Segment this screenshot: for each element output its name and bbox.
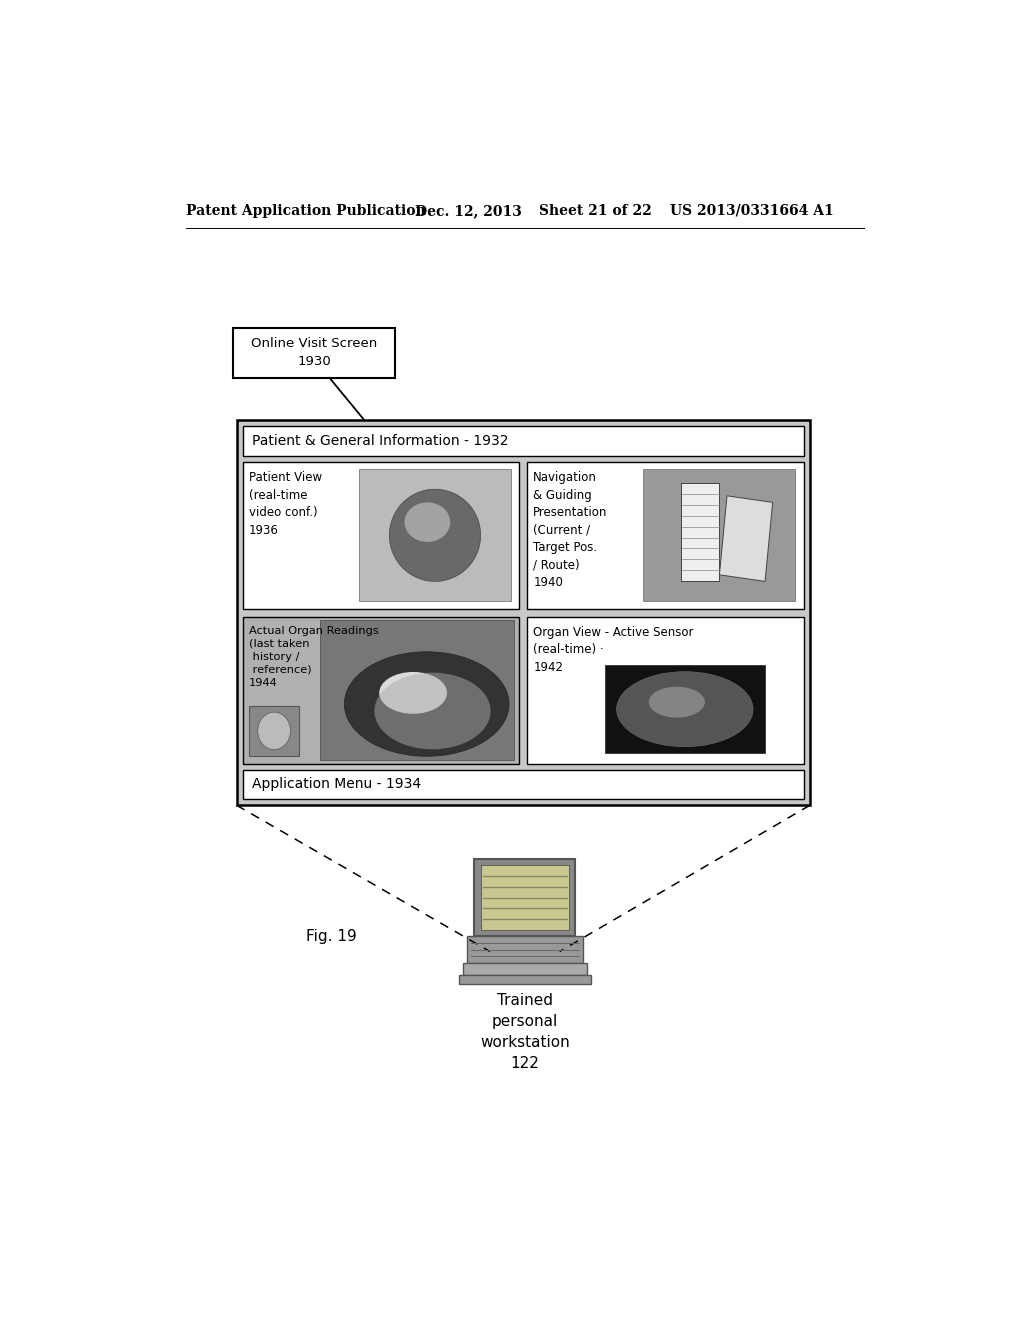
Ellipse shape [258, 711, 291, 750]
Bar [321, 620, 514, 760]
Text: US 2013/0331664 A1: US 2013/0331664 A1 [671, 203, 835, 218]
Bar [643, 470, 796, 601]
Bar [243, 770, 804, 799]
Bar [459, 974, 591, 983]
Bar [527, 462, 804, 609]
Polygon shape [720, 496, 773, 581]
Ellipse shape [375, 673, 490, 750]
Text: Online Visit Screen
1930: Online Visit Screen 1930 [251, 338, 377, 368]
Bar [480, 866, 569, 929]
Bar [527, 616, 804, 763]
Bar [474, 859, 575, 936]
Ellipse shape [344, 652, 509, 756]
Bar [681, 483, 720, 581]
Text: Sheet 21 of 22: Sheet 21 of 22 [539, 203, 651, 218]
Text: Patient & General Information - 1932: Patient & General Information - 1932 [252, 434, 509, 447]
Text: Actual Organ Readings
(last taken
 history /
 reference)
1944: Actual Organ Readings (last taken histor… [249, 626, 379, 688]
Bar [243, 462, 519, 609]
Ellipse shape [404, 503, 451, 543]
Text: Navigation
& Guiding
Presentation
(Current /
Target Pos.
/ Route)
1940: Navigation & Guiding Presentation (Curre… [534, 471, 607, 589]
Text: Organ View - Active Sensor
(real-time) ·
1942: Organ View - Active Sensor (real-time) ·… [534, 626, 694, 673]
Text: Trained
personal
workstation
122: Trained personal workstation 122 [480, 993, 569, 1071]
Ellipse shape [649, 686, 705, 718]
Bar [243, 616, 519, 763]
Bar [243, 426, 804, 455]
Bar [358, 470, 511, 601]
Bar [467, 936, 583, 964]
Ellipse shape [389, 490, 480, 581]
Text: Patent Application Publication: Patent Application Publication [186, 203, 426, 218]
Text: Dec. 12, 2013: Dec. 12, 2013 [415, 203, 521, 218]
Bar [237, 420, 810, 805]
Bar [232, 327, 395, 378]
Ellipse shape [379, 672, 447, 714]
Text: Application Menu - 1934: Application Menu - 1934 [252, 777, 421, 792]
Ellipse shape [616, 672, 753, 747]
Text: Fig. 19: Fig. 19 [306, 928, 357, 944]
Bar [604, 665, 765, 754]
Bar [463, 964, 587, 974]
Bar [249, 706, 299, 756]
Text: Patient View
(real-time
video conf.)
1936: Patient View (real-time video conf.) 193… [249, 471, 322, 536]
